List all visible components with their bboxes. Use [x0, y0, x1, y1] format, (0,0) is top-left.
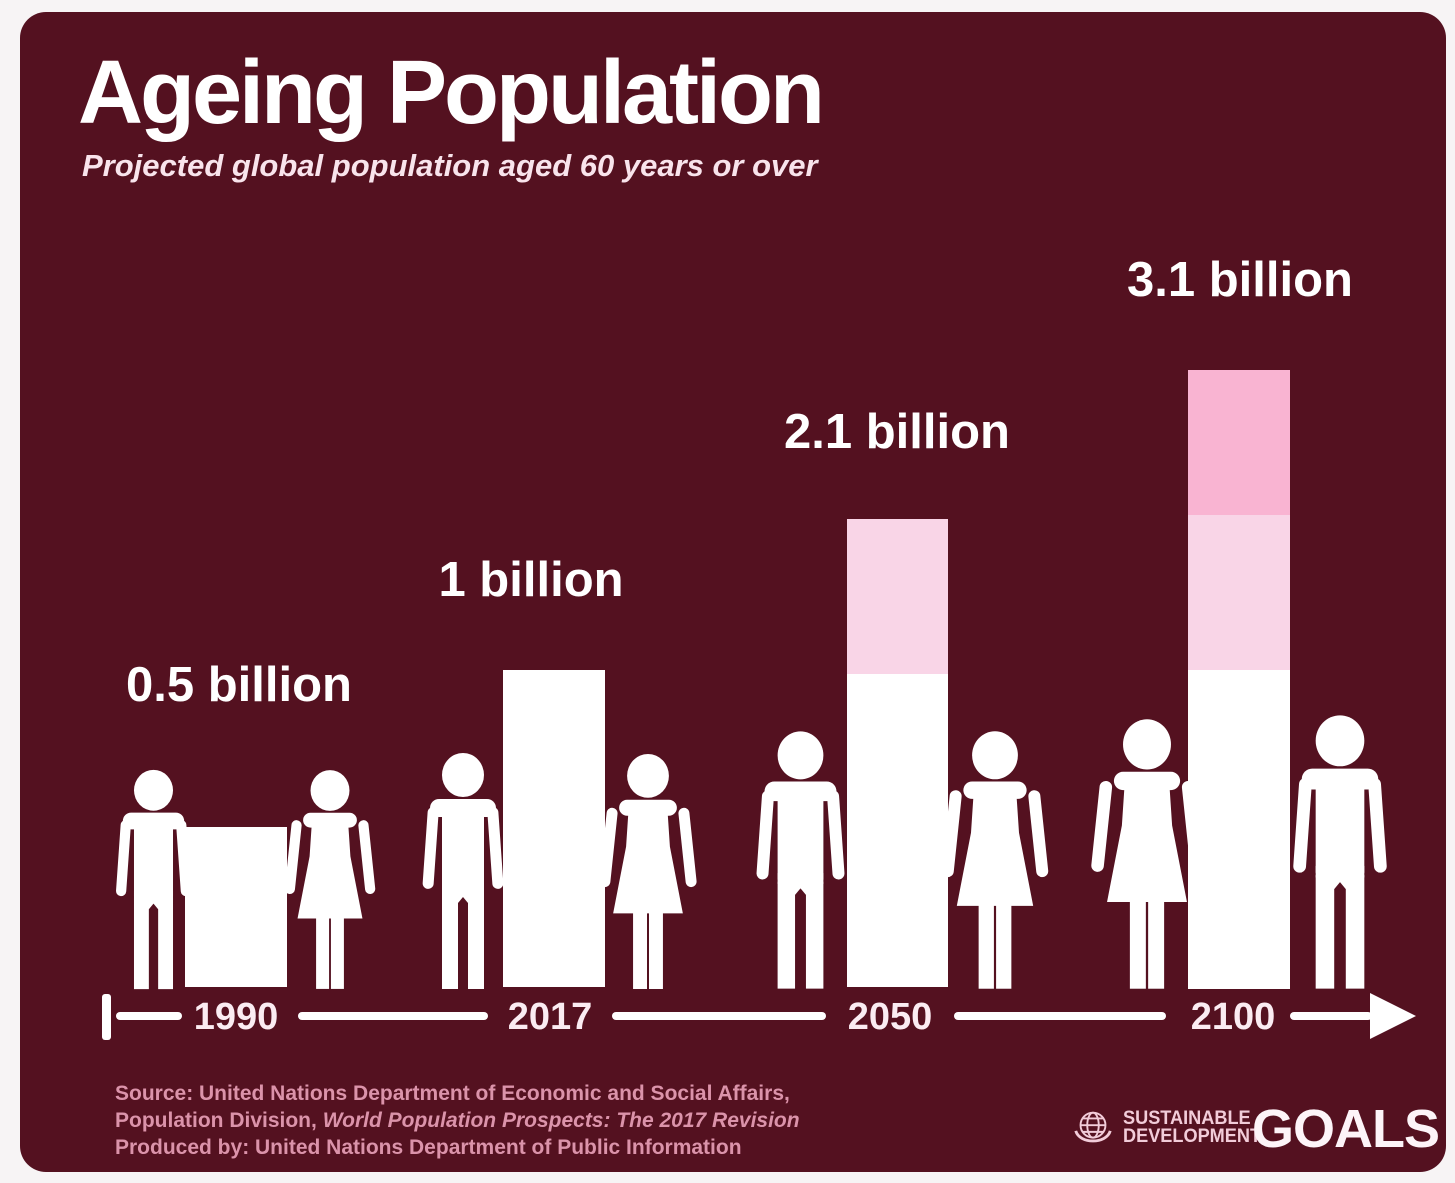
bar-2050	[847, 519, 948, 987]
bar-value-label-2100: 3.1 billion	[1127, 253, 1353, 307]
source-text-block: Source: United Nations Department of Eco…	[115, 1080, 800, 1161]
axis-year-2100: 2100	[1190, 996, 1276, 1038]
bar-value-label-2050: 2.1 billion	[784, 405, 1010, 459]
sdg-logo-text: SUSTAINABLE DEVELOPMENT	[1123, 1107, 1262, 1147]
bar-segment-pink-light	[1188, 515, 1290, 670]
axis-year-1990: 1990	[193, 996, 279, 1038]
source-line-3: Produced by: United Nations Department o…	[115, 1136, 742, 1159]
un-emblem-icon	[1074, 1111, 1112, 1143]
bar-1990	[185, 827, 287, 987]
page-subtitle: Projected global population aged 60 year…	[82, 148, 818, 183]
infographic-card: Ageing Population Projected global popul…	[20, 12, 1446, 1172]
bar-segment-pink-medium	[1188, 370, 1290, 515]
bar-segment-white	[847, 674, 948, 987]
bar-segment-white	[503, 670, 605, 987]
bar-segment-pink-light	[847, 519, 948, 674]
axis-arrow-icon	[1370, 993, 1416, 1039]
man-icon	[413, 751, 513, 991]
axis-line-segment	[954, 1012, 1166, 1020]
woman-icon	[935, 729, 1055, 991]
bar-segment-white	[185, 827, 287, 987]
woman-icon	[593, 752, 703, 991]
woman-icon	[279, 768, 381, 991]
source-line-1: Source: United Nations Department of Eco…	[115, 1082, 790, 1105]
sdg-goals-text: GOALS	[1252, 1099, 1440, 1159]
axis-line-segment	[298, 1012, 488, 1020]
bar-value-label-2017: 1 billion	[438, 553, 624, 607]
axis-line-segment	[612, 1012, 826, 1020]
axis-line-segment	[1290, 1012, 1372, 1020]
axis-year-2050: 2050	[847, 996, 933, 1038]
axis-start-tick	[102, 994, 111, 1040]
page-title: Ageing Population	[78, 43, 825, 143]
bar-2100	[1188, 370, 1290, 989]
man-icon	[1282, 713, 1398, 991]
bar-segment-white	[1188, 670, 1290, 989]
axis-line-segment	[116, 1012, 182, 1020]
axis-year-2017: 2017	[507, 996, 593, 1038]
source-line-2: Population Division, World Population Pr…	[115, 1109, 800, 1132]
source-publication-title: World Population Prospects: The 2017 Rev…	[322, 1109, 800, 1132]
bar-2017	[503, 670, 605, 987]
man-icon	[746, 729, 855, 991]
bar-value-label-1990: 0.5 billion	[126, 658, 352, 712]
